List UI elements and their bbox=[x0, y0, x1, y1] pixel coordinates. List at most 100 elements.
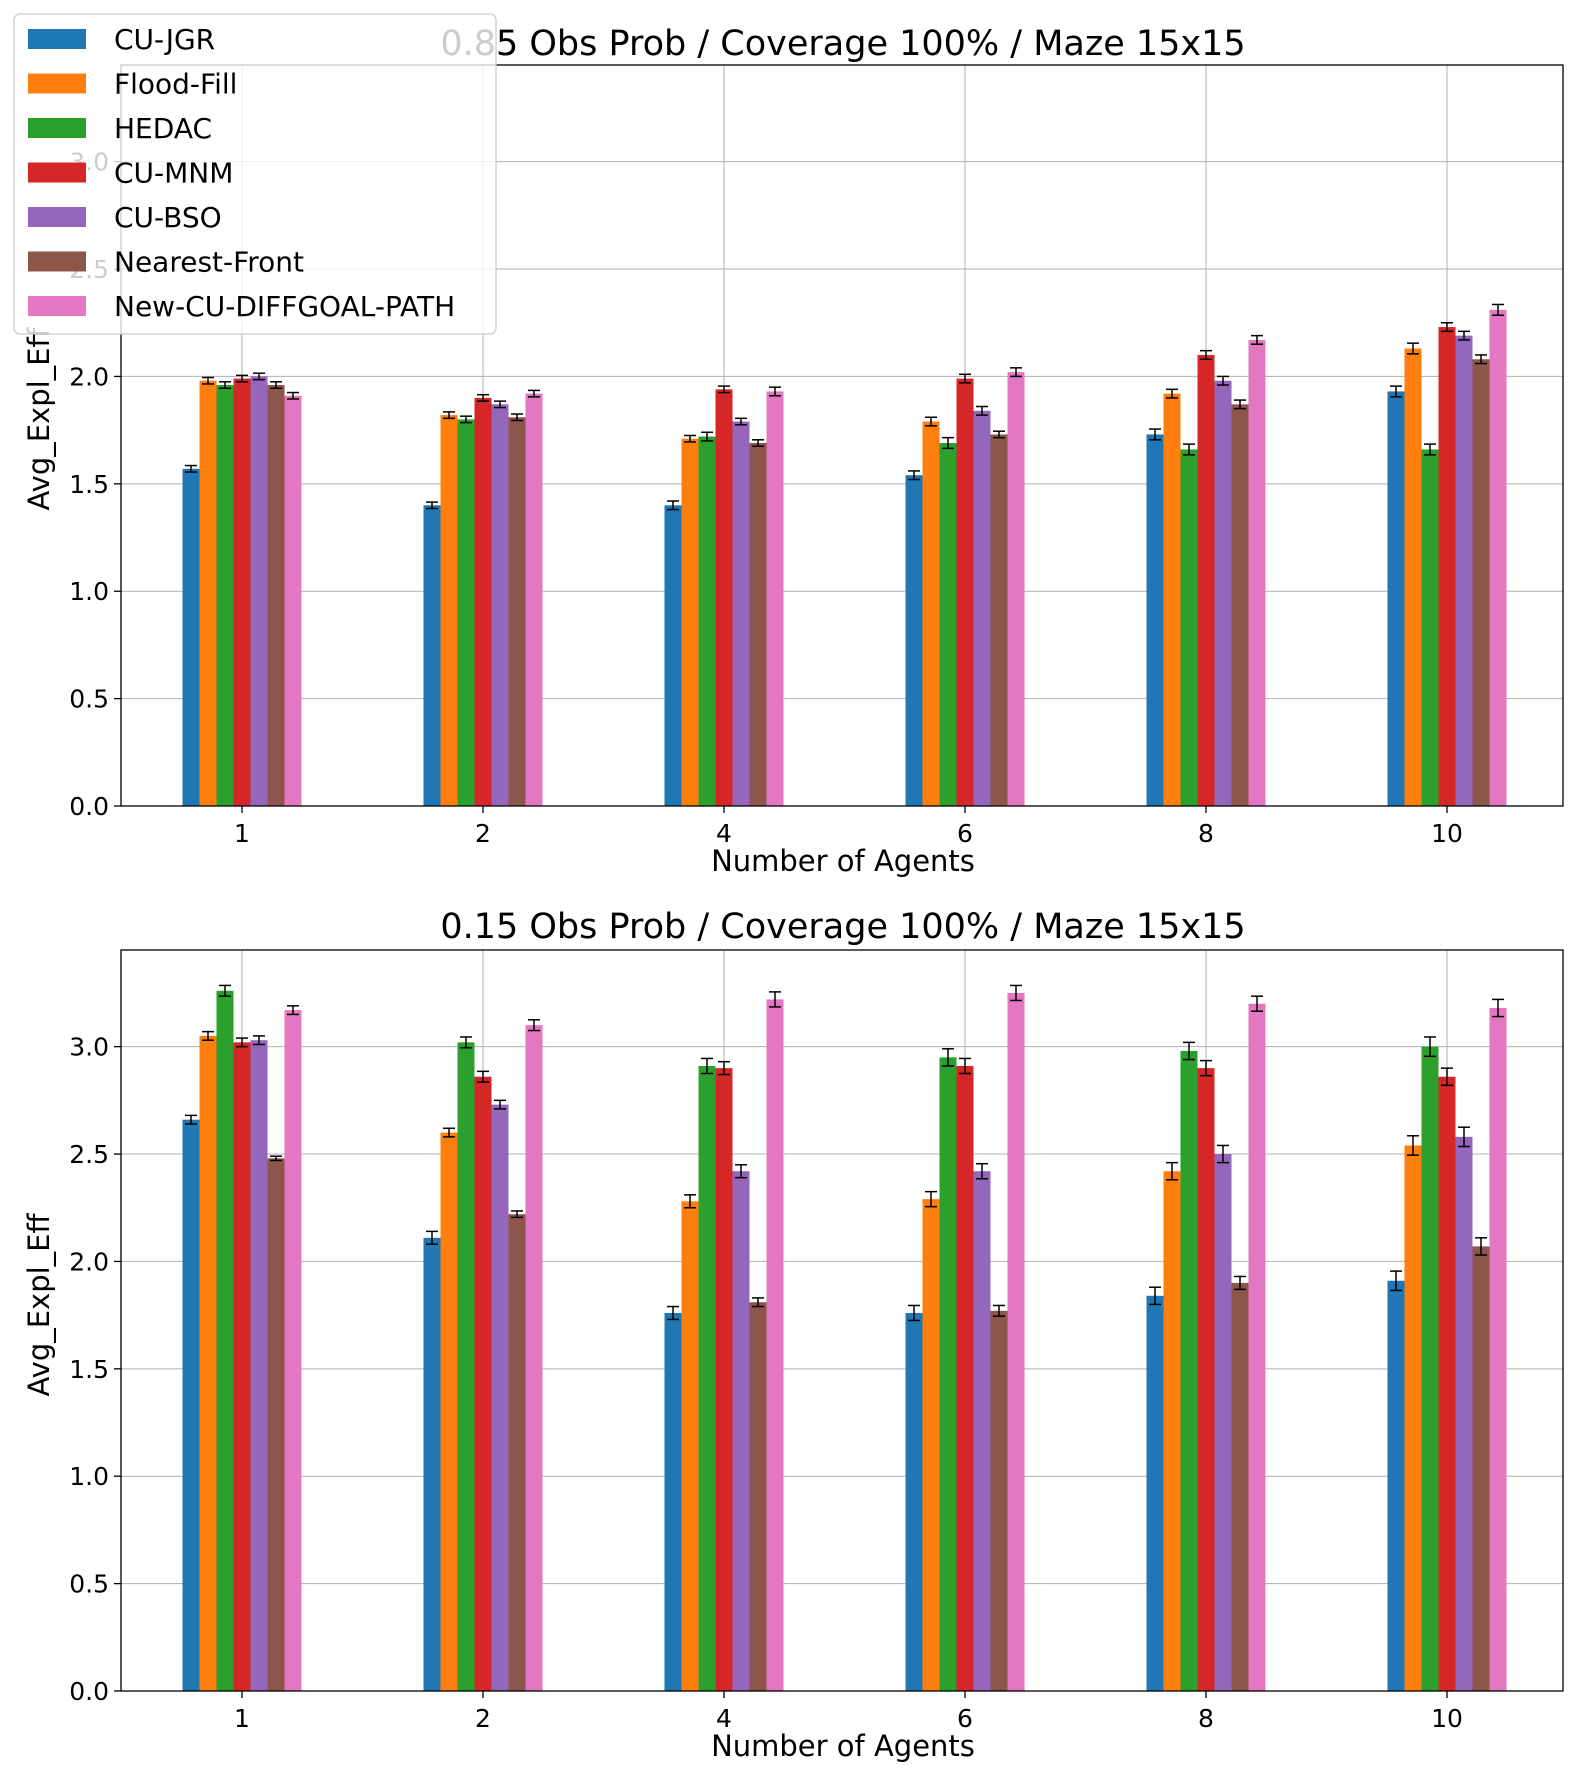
bar bbox=[1455, 335, 1473, 806]
error-bar bbox=[1251, 334, 1263, 345]
error-bar bbox=[1492, 998, 1504, 1018]
bar bbox=[199, 380, 217, 806]
bar bbox=[664, 1312, 682, 1691]
bar bbox=[973, 410, 991, 806]
error-bar bbox=[1166, 388, 1178, 399]
error-bar bbox=[1149, 428, 1161, 441]
bar bbox=[990, 434, 1008, 806]
error-bar bbox=[1390, 1270, 1402, 1292]
bar bbox=[525, 1025, 543, 1691]
error-bar bbox=[1475, 1237, 1487, 1256]
legend-label: New-CU-DIFFGOAL-PATH bbox=[114, 290, 455, 323]
bar bbox=[250, 1040, 268, 1691]
error-bar bbox=[270, 381, 282, 389]
x-tick-label: 1 bbox=[234, 1704, 250, 1733]
bar bbox=[1180, 1050, 1198, 1691]
error-bar bbox=[993, 1304, 1005, 1317]
error-bar bbox=[1217, 375, 1229, 386]
bar bbox=[1146, 1295, 1164, 1691]
error-bar bbox=[253, 372, 265, 381]
x-tick-label: 6 bbox=[957, 819, 973, 848]
bar bbox=[1146, 434, 1164, 806]
bar bbox=[440, 415, 458, 806]
chart-panel-top: 0.85 Obs Prob / Coverage 100% / Maze 15x… bbox=[22, 24, 1564, 878]
bar bbox=[250, 376, 268, 806]
bar bbox=[1197, 354, 1215, 806]
legend-swatch bbox=[28, 251, 86, 272]
x-tick-label: 8 bbox=[1198, 819, 1214, 848]
x-tick-label: 10 bbox=[1431, 819, 1463, 848]
bar bbox=[199, 1035, 217, 1691]
bar bbox=[939, 443, 957, 806]
bar bbox=[1231, 404, 1249, 806]
bar bbox=[508, 1214, 526, 1691]
bar bbox=[267, 1158, 285, 1691]
error-bar bbox=[1407, 1135, 1419, 1156]
bar bbox=[423, 1237, 441, 1691]
legend-item: HEDAC bbox=[28, 112, 212, 145]
error-bar bbox=[202, 376, 214, 385]
gridlines bbox=[121, 950, 1563, 1692]
error-bar bbox=[908, 470, 920, 481]
bar bbox=[1231, 1282, 1249, 1691]
x-tick-label: 2 bbox=[475, 819, 491, 848]
y-tick-label: 2.5 bbox=[69, 1140, 109, 1169]
bar bbox=[732, 1171, 750, 1691]
bar bbox=[525, 393, 543, 806]
error-bar bbox=[1251, 995, 1263, 1012]
error-bar bbox=[270, 1155, 282, 1162]
error-bar bbox=[908, 1304, 920, 1322]
error-bar bbox=[1200, 349, 1212, 361]
error-bar bbox=[1424, 1036, 1436, 1058]
error-bar bbox=[684, 434, 696, 443]
bar bbox=[1387, 391, 1405, 806]
bar bbox=[1007, 372, 1025, 806]
bar bbox=[956, 378, 974, 806]
error-bar bbox=[701, 431, 713, 442]
legend-swatch bbox=[28, 162, 86, 183]
bar bbox=[1455, 1136, 1473, 1691]
chart-panel-bottom: 0.15 Obs Prob / Coverage 100% / Maze 15x… bbox=[22, 907, 1564, 1763]
error-bar bbox=[219, 984, 231, 997]
error-bar bbox=[667, 500, 679, 511]
error-bar bbox=[477, 1070, 489, 1083]
error-bar bbox=[443, 1127, 455, 1138]
legend-label: CU-JGR bbox=[114, 23, 215, 56]
y-tick-label: 2.0 bbox=[69, 1247, 109, 1276]
error-bar bbox=[976, 1162, 988, 1180]
bar bbox=[905, 475, 923, 806]
bar bbox=[732, 421, 750, 806]
plot-frame bbox=[120, 949, 1564, 1692]
error-bar bbox=[1149, 1286, 1161, 1306]
legend-label: HEDAC bbox=[114, 112, 212, 145]
legend-frame bbox=[13, 13, 497, 335]
error-bar bbox=[426, 501, 438, 510]
error-bar bbox=[1424, 443, 1436, 456]
error-bar bbox=[942, 1048, 954, 1067]
x-axis-label: Number of Agents bbox=[711, 844, 975, 878]
bar bbox=[715, 389, 733, 806]
bar bbox=[1438, 327, 1456, 806]
bar bbox=[1248, 339, 1266, 806]
error-bar bbox=[1441, 321, 1453, 333]
bar bbox=[956, 1065, 974, 1691]
bar bbox=[1197, 1068, 1215, 1691]
legend: CU-JGR Flood-Fill HEDAC CU-MNM CU-BSO Nearest… bbox=[13, 13, 497, 335]
error-bar bbox=[1234, 1275, 1246, 1291]
bar bbox=[922, 1199, 940, 1691]
error-bar bbox=[1458, 1126, 1470, 1148]
bar bbox=[233, 378, 251, 806]
bars bbox=[182, 984, 1507, 1691]
error-bar bbox=[925, 1190, 937, 1208]
bar bbox=[749, 1302, 767, 1691]
x-ticks: 1 2 4 6 8 10 bbox=[234, 1691, 1463, 1733]
bar bbox=[491, 404, 509, 806]
bar bbox=[267, 385, 285, 806]
error-bar bbox=[511, 413, 523, 422]
bar bbox=[1472, 359, 1490, 806]
bar bbox=[457, 419, 475, 806]
x-tick-label: 1 bbox=[234, 819, 250, 848]
error-bar bbox=[718, 1060, 730, 1076]
error-bar bbox=[494, 400, 506, 409]
